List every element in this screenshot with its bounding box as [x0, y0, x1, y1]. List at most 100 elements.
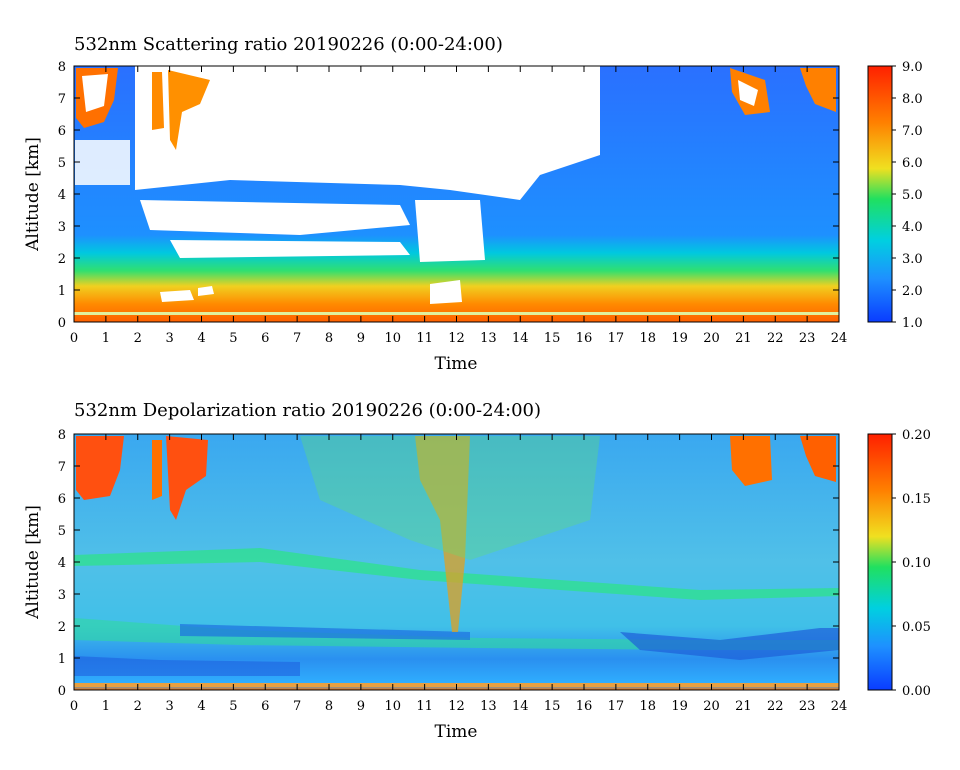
panel-1-high-ratio-region — [140, 200, 410, 235]
x-tick-label: 7 — [293, 331, 301, 346]
panel-1-title: 532nm Scattering ratio 20190226 (0:00-24… — [74, 34, 503, 55]
x-tick-label: 13 — [480, 699, 497, 714]
x-tick-label: 22 — [767, 331, 784, 346]
panel-1-cloud-patch — [738, 80, 758, 106]
x-tick-label: 3 — [165, 331, 173, 346]
y-tick-label: 5 — [58, 156, 66, 171]
x-tick-label: 15 — [544, 331, 561, 346]
x-tick-label: 14 — [512, 699, 529, 714]
panel-2-layer-band — [180, 624, 470, 640]
x-tick-label: 9 — [357, 331, 365, 346]
panel-1-x-ticks: 0 1 2 3 4 5 6 7 8 9 10 11 12 13 14 15 16 17 18 19 20 21 22 23 24 — [70, 66, 847, 346]
panel-2-layer-band — [620, 628, 839, 660]
x-tick-label: 21 — [735, 699, 752, 714]
panel-2-cloud-patch — [800, 436, 836, 482]
colorbar-tick-label: 0.20 — [902, 428, 931, 443]
panel-1-high-ratio-region — [135, 66, 600, 200]
x-tick-label: 7 — [293, 699, 301, 714]
x-tick-label: 8 — [325, 699, 333, 714]
x-tick-label: 24 — [831, 699, 848, 714]
scattering-ratio-panel: 532nm Scattering ratio 20190226 (0:00-24… — [23, 34, 923, 374]
panel-1-colorbar-scale — [867, 65, 893, 323]
x-tick-label: 22 — [767, 699, 784, 714]
panel-2-cloud-patch — [730, 436, 772, 486]
y-tick-label: 6 — [58, 492, 66, 507]
x-tick-label: 10 — [384, 331, 401, 346]
panel-1-cloud-patch — [82, 74, 108, 112]
x-tick-label: 0 — [70, 331, 78, 346]
y-tick-label: 1 — [58, 284, 66, 299]
x-tick-label: 6 — [261, 699, 269, 714]
x-tick-label: 16 — [576, 331, 593, 346]
panel-2-x-axis-label: Time — [435, 722, 478, 742]
x-tick-label: 1 — [102, 331, 110, 346]
panel-1-colorbar: 1.0 2.0 3.0 4.0 5.0 6.0 7.0 8.0 9.0 — [867, 60, 923, 331]
x-tick-label: 4 — [197, 699, 205, 714]
x-tick-label: 12 — [448, 699, 465, 714]
x-tick-label: 24 — [831, 331, 848, 346]
y-tick-label: 6 — [58, 124, 66, 139]
y-tick-label: 4 — [58, 556, 66, 571]
x-tick-label: 3 — [165, 699, 173, 714]
x-tick-label: 23 — [799, 331, 816, 346]
panel-2-y-axis-label: Altitude [km] — [23, 505, 43, 620]
x-tick-label: 15 — [544, 699, 561, 714]
y-tick-label: 1 — [58, 652, 66, 667]
x-tick-label: 12 — [448, 331, 465, 346]
panel-1-plot — [73, 65, 840, 323]
depolarization-ratio-panel: 532nm Depolarization ratio 20190226 (0:0… — [23, 400, 931, 742]
panel-2-cloud-patch — [152, 440, 162, 500]
colorbar-tick-label: 4.0 — [902, 220, 923, 235]
panel-2-title: 532nm Depolarization ratio 20190226 (0:0… — [74, 400, 541, 421]
colorbar-tick-label: 7.0 — [902, 124, 923, 139]
panel-1-cloud-patch — [152, 72, 164, 130]
colorbar-tick-label: 0.05 — [902, 620, 931, 635]
x-tick-label: 8 — [325, 331, 333, 346]
panel-2-colorbar: 0.00 0.05 0.10 0.15 0.20 — [867, 428, 931, 699]
panel-2-plot — [73, 433, 840, 691]
panel-2-noise-region — [300, 436, 600, 560]
panel-1-high-ratio-region — [75, 140, 130, 185]
panel-1-y-ticks: 0 1 2 3 4 5 6 7 8 — [58, 60, 839, 331]
x-tick-label: 19 — [671, 331, 688, 346]
x-tick-label: 0 — [70, 699, 78, 714]
panel-1-high-ratio-region — [160, 290, 194, 302]
panel-1-y-axis-label: Altitude [km] — [23, 137, 43, 252]
y-tick-label: 0 — [58, 316, 66, 331]
x-tick-label: 23 — [799, 699, 816, 714]
x-tick-label: 18 — [639, 331, 656, 346]
x-tick-label: 17 — [608, 331, 625, 346]
x-tick-label: 2 — [134, 331, 142, 346]
x-tick-label: 4 — [197, 331, 205, 346]
y-tick-label: 8 — [58, 60, 66, 75]
colorbar-tick-label: 0.15 — [902, 492, 931, 507]
colorbar-tick-label: 9.0 — [902, 60, 923, 75]
y-tick-label: 2 — [58, 620, 66, 635]
colorbar-tick-label: 6.0 — [902, 156, 923, 171]
x-tick-label: 11 — [416, 331, 433, 346]
panel-1-x-axis-label: Time — [435, 354, 478, 374]
x-tick-label: 18 — [639, 699, 656, 714]
x-tick-label: 1 — [102, 699, 110, 714]
panel-2-cloud-patch — [76, 436, 124, 500]
y-tick-label: 3 — [58, 588, 66, 603]
x-tick-label: 10 — [384, 699, 401, 714]
panel-1-high-ratio-region — [198, 286, 214, 296]
colorbar-tick-label: 2.0 — [902, 284, 923, 299]
panel-1-high-ratio-region — [430, 280, 462, 304]
colorbar-tick-label: 5.0 — [902, 188, 923, 203]
x-tick-label: 14 — [512, 331, 529, 346]
panel-1-high-ratio-region — [170, 240, 410, 258]
y-tick-label: 3 — [58, 220, 66, 235]
panel-1-cloud-patch — [168, 70, 210, 150]
x-tick-label: 20 — [703, 331, 720, 346]
x-tick-label: 5 — [229, 331, 237, 346]
y-tick-label: 2 — [58, 252, 66, 267]
panel-2-colorbar-scale — [867, 433, 893, 691]
panel-2-cloud-patch — [166, 436, 208, 520]
y-tick-label: 8 — [58, 428, 66, 443]
x-tick-label: 2 — [134, 699, 142, 714]
x-tick-label: 13 — [480, 331, 497, 346]
x-tick-label: 11 — [416, 699, 433, 714]
x-tick-label: 17 — [608, 699, 625, 714]
